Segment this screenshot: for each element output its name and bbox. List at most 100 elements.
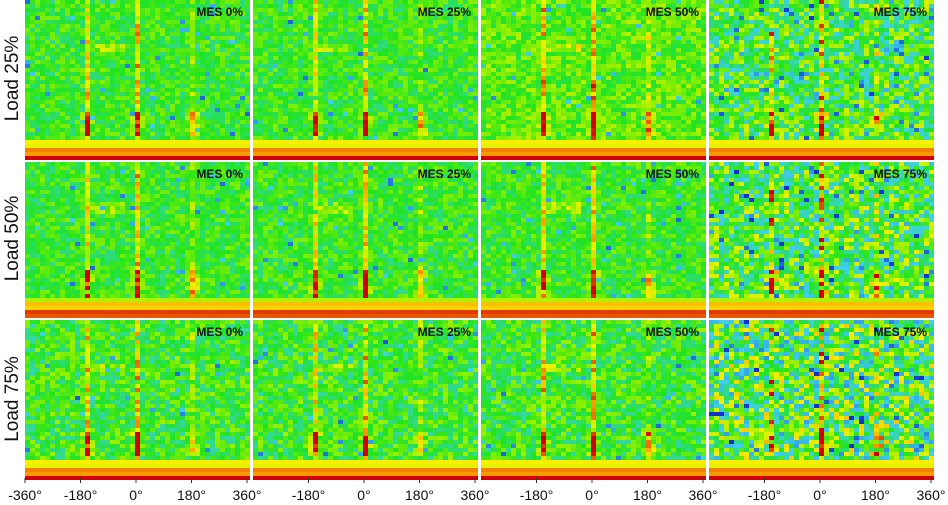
heatmap-cell — [378, 148, 383, 152]
heatmap-cell — [155, 24, 160, 28]
heatmap-cell — [561, 80, 566, 84]
heatmap-cell — [180, 152, 185, 156]
heatmap-cell — [323, 112, 328, 116]
heatmap-cell — [681, 32, 686, 36]
heatmap-cell — [656, 60, 661, 64]
heatmap-cell — [283, 28, 288, 32]
heatmap-cell — [200, 108, 205, 112]
heatmap-cell — [473, 60, 478, 64]
heatmap-cell — [428, 16, 433, 20]
heatmap-cell — [418, 68, 423, 72]
heatmap-cell — [215, 72, 220, 76]
heatmap-cell — [378, 44, 383, 48]
heatmap-cell — [318, 40, 323, 44]
heatmap-cell — [686, 28, 691, 32]
heatmap-cell — [368, 100, 373, 104]
heatmap-cell — [308, 132, 313, 136]
heatmap-cell — [486, 40, 491, 44]
heatmap-cell — [135, 104, 140, 108]
heatmap-cell — [130, 8, 135, 12]
heatmap-cell — [210, 128, 215, 132]
heatmap-cell — [363, 12, 368, 16]
heatmap-cell — [556, 72, 561, 76]
heatmap-cell — [130, 24, 135, 28]
heatmap-cell — [413, 124, 418, 128]
heatmap-cell — [85, 120, 90, 124]
heatmap-cell — [85, 136, 90, 140]
heatmap-cell — [641, 32, 646, 36]
heatmap-cell — [318, 136, 323, 140]
heatmap-cell — [273, 80, 278, 84]
heatmap-cell — [611, 32, 616, 36]
heatmap-cell — [95, 144, 100, 148]
heatmap-cell — [343, 104, 348, 108]
heatmap-cell — [165, 76, 170, 80]
heatmap-cell — [556, 16, 561, 20]
heatmap-cell — [273, 64, 278, 68]
heatmap-cell — [105, 88, 110, 92]
heatmap-cell — [80, 8, 85, 12]
heatmap-cell — [641, 16, 646, 20]
heatmap-cell — [463, 148, 468, 152]
heatmap-cell — [418, 96, 423, 100]
heatmap-cell — [661, 32, 666, 36]
heatmap-cell — [30, 84, 35, 88]
heatmap-cell — [30, 52, 35, 56]
heatmap-cell — [258, 92, 263, 96]
heatmap-cell — [288, 4, 293, 8]
heatmap-cell — [135, 116, 140, 120]
heatmap-cell — [433, 60, 438, 64]
heatmap-cell — [343, 72, 348, 76]
heatmap-cell — [596, 28, 601, 32]
heatmap-cell — [95, 88, 100, 92]
heatmap-cell — [551, 96, 556, 100]
heatmap-cell — [165, 16, 170, 20]
heatmap-cell — [240, 104, 245, 108]
heatmap-cell — [165, 4, 170, 8]
heatmap-cell — [378, 60, 383, 64]
heatmap-cell — [433, 76, 438, 80]
heatmap-cell — [626, 92, 631, 96]
heatmap-cell — [245, 128, 250, 132]
heatmap-cell — [150, 128, 155, 132]
heatmap-cell — [318, 144, 323, 148]
heatmap-cell — [100, 128, 105, 132]
heatmap-cell — [586, 20, 591, 24]
heatmap-cell — [631, 76, 636, 80]
heatmap-cell — [566, 116, 571, 120]
heatmap-cell — [408, 152, 413, 156]
heatmap-cell — [230, 140, 235, 144]
heatmap-cell — [200, 16, 205, 20]
heatmap-cell — [240, 152, 245, 156]
heatmap-cell — [403, 36, 408, 40]
heatmap-cell — [423, 64, 428, 68]
heatmap-cell — [388, 40, 393, 44]
heatmap-cell — [160, 68, 165, 72]
heatmap-cell — [398, 104, 403, 108]
heatmap-cell — [200, 48, 205, 52]
heatmap-cell — [125, 88, 130, 92]
heatmap-cell — [433, 8, 438, 12]
heatmap-cell — [215, 20, 220, 24]
heatmap-cell — [676, 120, 681, 124]
heatmap-cell — [60, 28, 65, 32]
heatmap-cell — [373, 52, 378, 56]
heatmap-cell — [313, 76, 318, 80]
heatmap-cell — [611, 64, 616, 68]
heatmap-cell — [55, 48, 60, 52]
heatmap-cell — [651, 12, 656, 16]
heatmap-cell — [333, 4, 338, 8]
heatmap-cell — [481, 36, 486, 40]
heatmap-cell — [120, 128, 125, 132]
heatmap-cell — [521, 20, 526, 24]
heatmap-cell — [661, 64, 666, 68]
heatmap-cell — [65, 148, 70, 152]
heatmap-cell — [253, 140, 258, 144]
heatmap-cell — [70, 144, 75, 148]
heatmap-cell — [70, 72, 75, 76]
heatmap-cell — [521, 36, 526, 40]
heatmap-cell — [393, 28, 398, 32]
heatmap-cell — [646, 40, 651, 44]
heatmap-cell — [443, 12, 448, 16]
heatmap-cell — [125, 140, 130, 144]
